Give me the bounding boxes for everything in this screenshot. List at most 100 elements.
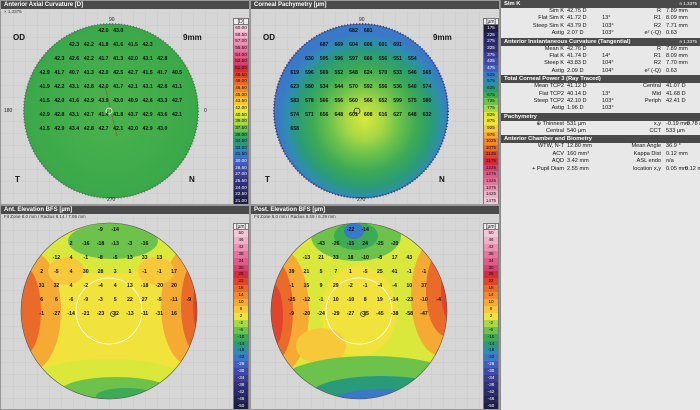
map-value: 43.4 [69,126,79,132]
pachymetry-panel[interactable]: Corneal Pachymetry [µm] 682 681 687 669 604 6… [250,0,500,205]
map-value: -31 [156,311,164,317]
map-value: 580 [423,98,432,104]
axial-panel-title: Anterior Axial Curvature [D] [1,1,249,9]
scale-cell: 42 [233,243,249,251]
scale-cell: 875 [483,118,499,125]
map-value: 556 [334,98,343,104]
map-value: 687 [320,42,329,48]
ant-elev-values: -9 -142 -16 -18 -13 -3 -16-12 4 -1 -8 -5 13 33 132 -5 4… [39,227,191,317]
map-value: 18 [348,255,354,261]
scale-cell: 10 [483,299,499,306]
info-cell: 43.79 D [567,22,587,29]
scale-cell: 58.50 [233,31,249,39]
map-value: 681 [364,28,373,34]
info-cell: e² (-Q) [644,30,661,37]
map-value: 666 [364,56,373,62]
info-cell: R [656,45,661,52]
map-value: 592 [364,84,373,90]
map-value: -9 [98,227,103,233]
map-value: 546 [408,70,417,76]
pachy-info-title: Pachymetry [504,113,537,120]
info-cell: 103° [602,105,614,112]
scale-cell: 1125 [483,151,499,159]
map-value: 42.2 [84,56,94,62]
scale-cell: 51.00 [233,64,249,72]
map-value: 632 [423,112,432,118]
info-cell: 13° [602,90,611,97]
axial-curvature-panel[interactable]: Anterior Axial Curvature [D] × 1.3375 42… [0,0,250,205]
axial-map[interactable]: 42.0 43.0 42.3 42.2 41.8 41.6 41.5 42.3 42.3 42.6… [1,1,250,205]
info-cell: Mid [651,90,661,97]
scale-cell: 49.50 [233,71,249,79]
map-value: 10 [406,283,412,289]
map-value: 534 [320,84,329,90]
scale-cell: 18 [233,285,249,293]
post-elev-values: -22 -14-43 -26 -15 24 -25 -20-13 21 33 18 -10 -8 17 4… [288,227,441,317]
scale-cell: 14 [483,292,499,300]
info-cell: Steep TCP2 [533,97,564,104]
map-value: 5 [320,269,323,275]
map-value: 571 [305,112,314,118]
scale-cell: 1075 [483,144,499,152]
info-cell: 42.41 D [666,97,686,104]
info-cell: x,y [653,120,661,127]
info-cell: ⊕ Thinnest [536,120,564,127]
info-cell: Steep K [544,60,564,67]
info-cell: 8.09 mm [666,15,688,22]
post-elevation-panel[interactable]: Post. Elevation BFS [µm] Fit Zone 8.0 mm… [250,205,500,410]
map-value: 31 [39,283,45,289]
scale-cell: -18 [483,347,499,355]
info-row: Steep TCP2 42.10 D 103° Periph 42.41 D [501,98,700,105]
axial-tick-right: 0 [204,108,207,114]
scale-cell: 46 [233,236,249,244]
map-value: -24 [317,311,325,317]
scale-header: [µm] [483,223,499,230]
map-value: -25 [288,297,296,303]
map-value: 606 [364,42,373,48]
axial-od-label: OD [13,33,25,42]
scale-cell: 37.50 [233,124,249,132]
scale-cell: -14 [483,340,499,348]
post-elev-color-scale: [µm] 50 46 42 38 34 30 26 22 18 14 10 6 2 -2 -6 -10 -14 -1… [483,223,499,409]
map-value: 554 [408,56,417,62]
map-value: 595 [320,56,329,62]
map-value: 616 [379,112,388,118]
scale-cell: 22.50 [233,191,249,199]
ant-elev-map[interactable]: -9 -142 -16 -18 -13 -3 -16-12 4 -1 -8 -5 13 33 132 -5 4… [1,206,250,410]
map-value: -1 [289,283,294,289]
map-value: 4 [70,269,73,275]
post-elev-map[interactable]: -22 -14-43 -26 -15 24 -25 -20-13 21 33 18 -10 -8 17 4… [251,206,500,410]
map-value: 28 [98,269,104,275]
info-row: Central 540 µm CCT 533 µm [501,128,700,135]
info-cell: 540 µm [567,128,586,135]
map-value: 669 [334,42,343,48]
ant-elev-title: Ant. Elevation BFS [µm] [1,206,249,214]
pachy-map[interactable]: 682 681 687 669 604 606 601 691 630 595 596 597 666 5… [251,1,500,205]
scale-cell: -50 [233,402,249,409]
axial-9mm-label: 9mm [183,33,202,42]
scale-cell: 30 [233,264,249,272]
map-value: 601 [349,112,358,118]
info-cell: Mean K [544,45,564,52]
info-cell: 41.74 D [567,52,587,59]
map-value: 8 [364,297,367,303]
map-value: 25 [377,269,383,275]
scale-cell: 43.50 [233,98,249,105]
info-cell: Flat TCP2 [538,90,564,97]
map-value: 13 [127,255,133,261]
map-value: 42.0 [54,98,64,104]
axial-n-label: N [189,175,195,184]
ant-elevation-panel[interactable]: Ant. Elevation BFS [µm] Fit Zone 8.0 mm … [0,205,250,410]
map-value: 43.3 [157,98,167,104]
info-row: Astig 1.96 D 103° [501,105,700,112]
pachy-od-label: OD [263,33,275,42]
scale-cell: 775 [483,104,499,112]
map-value: 42.0 [128,126,138,132]
scale-cell: -14 [233,340,249,348]
info-cell: 41.72 D [567,15,587,22]
scale-cell: 52.50 [233,58,249,65]
map-value: -1 [83,255,88,261]
map-value: 41.6 [69,98,79,104]
scale-cell: -38 [483,381,499,389]
